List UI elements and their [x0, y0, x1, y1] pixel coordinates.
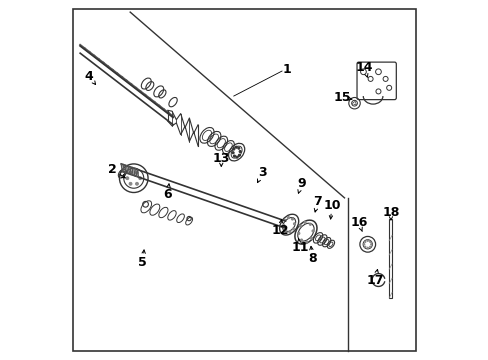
- Circle shape: [311, 230, 313, 232]
- Text: 2: 2: [108, 163, 117, 176]
- Circle shape: [231, 152, 234, 154]
- Circle shape: [129, 171, 132, 174]
- Circle shape: [284, 229, 286, 231]
- Text: 7: 7: [313, 195, 322, 208]
- Circle shape: [366, 247, 367, 249]
- Circle shape: [238, 154, 240, 156]
- Text: 1: 1: [283, 63, 291, 76]
- Text: 8: 8: [307, 252, 316, 265]
- Circle shape: [293, 223, 295, 225]
- Circle shape: [300, 239, 302, 241]
- Text: 16: 16: [349, 216, 367, 229]
- Circle shape: [304, 221, 305, 223]
- Circle shape: [310, 237, 312, 239]
- Text: 13: 13: [212, 152, 229, 165]
- Text: 4: 4: [84, 70, 93, 83]
- Circle shape: [299, 225, 301, 227]
- Circle shape: [364, 241, 365, 243]
- Circle shape: [363, 244, 364, 245]
- Bar: [388, 219, 391, 298]
- Text: 10: 10: [323, 198, 340, 212]
- Circle shape: [239, 150, 241, 153]
- Circle shape: [237, 147, 240, 149]
- Text: 3: 3: [258, 166, 266, 179]
- Circle shape: [287, 216, 289, 219]
- Text: 9: 9: [297, 177, 305, 190]
- Circle shape: [369, 241, 370, 243]
- Circle shape: [366, 240, 367, 242]
- Circle shape: [288, 231, 290, 233]
- Text: 6: 6: [163, 188, 172, 201]
- Circle shape: [139, 177, 142, 180]
- Circle shape: [283, 219, 285, 221]
- Circle shape: [235, 146, 237, 148]
- Text: 15: 15: [333, 91, 351, 104]
- Circle shape: [369, 246, 370, 248]
- Circle shape: [129, 183, 132, 185]
- Text: 12: 12: [271, 224, 288, 237]
- Circle shape: [232, 148, 234, 150]
- Text: 18: 18: [382, 206, 399, 219]
- Circle shape: [292, 228, 294, 230]
- Circle shape: [236, 156, 238, 158]
- Circle shape: [364, 246, 365, 248]
- Circle shape: [135, 183, 138, 185]
- Text: 11: 11: [290, 241, 308, 255]
- Text: 14: 14: [355, 61, 372, 74]
- Circle shape: [135, 171, 138, 174]
- Circle shape: [282, 224, 285, 226]
- Circle shape: [308, 223, 311, 225]
- Circle shape: [125, 177, 128, 180]
- Circle shape: [305, 241, 307, 243]
- Circle shape: [297, 232, 299, 234]
- Circle shape: [291, 218, 293, 220]
- Circle shape: [233, 155, 235, 157]
- Text: 17: 17: [366, 274, 383, 287]
- Text: 5: 5: [138, 256, 147, 269]
- Circle shape: [370, 244, 371, 245]
